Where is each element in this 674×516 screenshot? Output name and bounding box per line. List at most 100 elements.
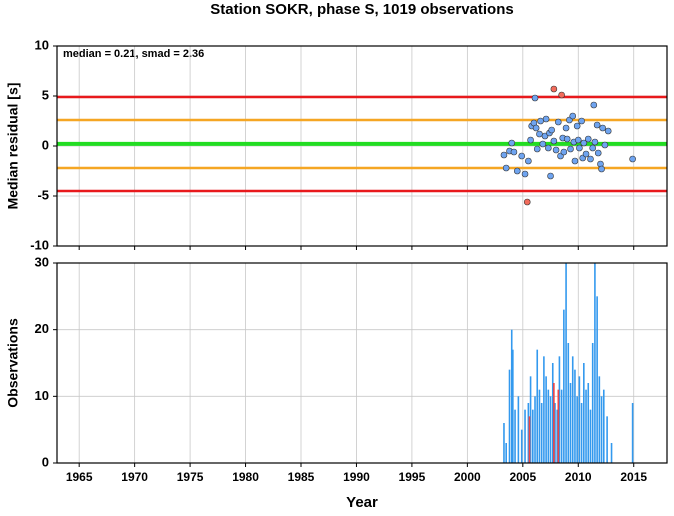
point (562, 124, 570, 132)
point (502, 164, 510, 172)
point (537, 117, 544, 125)
x-tick-label: 1995 (399, 470, 426, 484)
bar (569, 383, 572, 463)
point (547, 172, 554, 180)
bar (505, 443, 507, 463)
bar (503, 423, 505, 463)
bar (553, 383, 555, 463)
bar (560, 389, 563, 463)
point (569, 112, 577, 120)
y-tick-label: -10 (30, 237, 49, 252)
y-axis-label: Observations (5, 318, 21, 408)
point (601, 141, 609, 149)
x-tick-label: 2010 (565, 470, 592, 484)
point (558, 91, 565, 99)
point (510, 148, 518, 156)
point (523, 198, 531, 206)
point (521, 170, 529, 178)
bar (565, 263, 567, 463)
bar (606, 416, 608, 463)
bar (543, 356, 545, 463)
bar (558, 356, 561, 463)
bar (551, 363, 554, 463)
point (548, 126, 555, 134)
point (567, 145, 574, 153)
bar (527, 403, 530, 463)
x-tick-label: 1965 (66, 470, 93, 484)
point (539, 140, 547, 148)
bar (536, 349, 539, 463)
bar (538, 389, 541, 463)
bar (589, 409, 592, 463)
bar (610, 443, 613, 463)
x-tick-label: 2000 (454, 470, 481, 484)
bar (508, 369, 511, 463)
bar (557, 389, 560, 463)
y-tick-label: 10 (35, 388, 49, 403)
y-tick-label: 0 (42, 454, 49, 469)
point (594, 149, 602, 157)
point (545, 144, 552, 152)
annotation: median = 0.21, smad = 2.36 (63, 48, 204, 60)
bar (587, 383, 590, 463)
y-tick-label: -5 (37, 187, 49, 202)
point (582, 150, 590, 158)
point (571, 157, 579, 165)
bar (602, 389, 605, 463)
y-tick-label: 10 (35, 37, 49, 52)
point (584, 135, 592, 143)
x-tick-label: 1975 (177, 470, 204, 484)
bar (585, 389, 587, 463)
bar (549, 396, 552, 463)
point (525, 157, 532, 165)
bar (534, 396, 536, 463)
plot-frame (56, 262, 668, 464)
point (552, 146, 560, 154)
y-tick-label: 30 (35, 254, 49, 269)
bar (591, 343, 594, 463)
y-tick-label: 5 (42, 87, 49, 102)
point (500, 151, 508, 159)
point (518, 152, 526, 160)
point (589, 144, 596, 152)
x-tick-label: 1985 (288, 470, 315, 484)
bar (567, 343, 570, 463)
bar (596, 296, 598, 463)
x-tick-label: 1980 (232, 470, 259, 484)
bar (545, 376, 547, 463)
y-axis-label: Median residual [s] (5, 83, 21, 210)
point (574, 136, 582, 144)
x-axis-label: Year (346, 494, 378, 511)
bar (631, 403, 634, 463)
chart-title: Station SOKR, phase S, 1019 observations (210, 1, 513, 18)
point (542, 115, 550, 123)
point (590, 101, 598, 109)
point (532, 124, 540, 132)
y-tick-label: 20 (35, 321, 49, 336)
point (550, 85, 558, 93)
bar (510, 329, 513, 463)
point (531, 94, 539, 102)
x-tick-label: 2005 (509, 470, 536, 484)
bar (571, 356, 574, 463)
bar (598, 376, 601, 463)
point (563, 135, 571, 143)
point (599, 124, 606, 132)
bar (583, 363, 585, 463)
bar (524, 409, 526, 463)
bar (529, 376, 532, 463)
x-tick-label: 1970 (121, 470, 148, 484)
bar (574, 369, 576, 463)
bar (554, 403, 556, 463)
bar (520, 429, 523, 463)
point (593, 121, 601, 129)
plot-frame (56, 45, 668, 247)
point (578, 117, 585, 125)
point (555, 118, 562, 126)
bar (528, 416, 531, 463)
point (604, 127, 612, 135)
bar (512, 349, 514, 463)
bar (578, 376, 581, 463)
bar (547, 389, 550, 463)
